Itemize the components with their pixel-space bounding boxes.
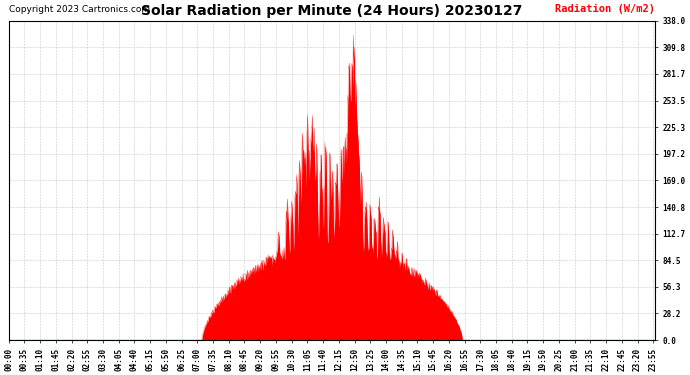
Text: Radiation (W/m2): Radiation (W/m2) [555,4,655,14]
Text: Copyright 2023 Cartronics.com: Copyright 2023 Cartronics.com [9,5,150,14]
Title: Solar Radiation per Minute (24 Hours) 20230127: Solar Radiation per Minute (24 Hours) 20… [141,4,522,18]
